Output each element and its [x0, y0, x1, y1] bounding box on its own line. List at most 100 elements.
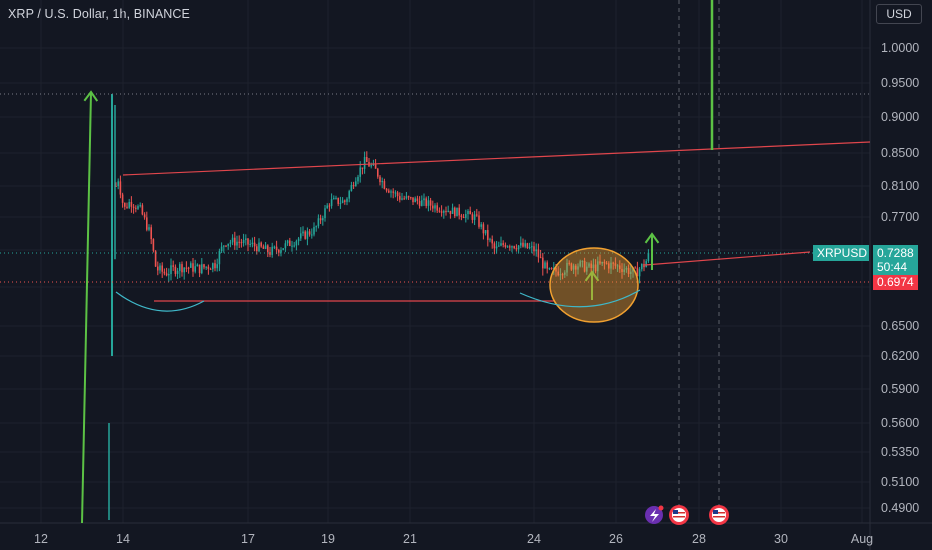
candle-body [416, 198, 419, 202]
price-tick-label: 0.9000 [881, 110, 919, 124]
breakout-trendline [644, 251, 811, 266]
candle-body [344, 200, 346, 202]
currency-button[interactable]: USD [876, 4, 922, 24]
candle-body [282, 248, 284, 250]
candle-body [302, 231, 304, 234]
candle-body [473, 214, 476, 220]
candle-body [522, 242, 524, 247]
candle-body [163, 271, 166, 274]
candle-body [141, 205, 144, 215]
candle-body [297, 238, 300, 242]
candle-body [641, 263, 643, 270]
candle-body [533, 246, 535, 252]
candle-body [581, 260, 584, 262]
candle-body [172, 265, 174, 267]
candle-body [339, 202, 342, 204]
candle-body [396, 192, 399, 197]
candle-body [346, 198, 348, 202]
long-up-arrow-head [83, 90, 99, 102]
candle-body [480, 224, 482, 227]
candle-body [119, 181, 122, 195]
candle-body [260, 242, 262, 247]
candle-body [412, 197, 414, 203]
candle-body [128, 201, 130, 208]
flag-canton [713, 510, 718, 514]
candle-body [337, 197, 339, 204]
candle-body [330, 199, 333, 206]
candle-body [352, 185, 355, 187]
candle-body [539, 257, 542, 259]
candle-body [630, 271, 632, 275]
candle-body [295, 241, 298, 246]
candle-body [286, 240, 289, 244]
candle-body [137, 206, 139, 209]
candle-body [614, 263, 617, 266]
candle-body [269, 252, 271, 255]
candle-body [170, 265, 172, 275]
candle-body [161, 265, 163, 272]
candle-body [247, 238, 249, 245]
candle-body [528, 247, 531, 249]
lightning-glyph [650, 509, 659, 522]
candle-body [467, 211, 469, 215]
candle-body [509, 246, 511, 248]
candle-body [621, 268, 623, 272]
candle-body [196, 264, 199, 267]
candle-body [280, 249, 282, 253]
candle-body [401, 198, 403, 200]
price-tick-label: 0.8500 [881, 146, 919, 160]
candle-body [256, 246, 258, 252]
candle-body [636, 267, 639, 277]
candle-body [427, 200, 430, 206]
candle-body [489, 239, 491, 241]
candle-body [603, 261, 606, 264]
candle-body [579, 261, 581, 267]
time-tick-label: Aug [851, 532, 873, 546]
breakout-arrow-head [644, 232, 660, 244]
candle-body [157, 266, 159, 271]
candle-body [436, 205, 438, 211]
candle-body [438, 210, 441, 212]
upper-trendline [122, 141, 871, 176]
candle-body [363, 157, 366, 169]
candle-body [126, 206, 128, 208]
candle-body [240, 242, 243, 244]
time-tick-label: 12 [34, 532, 48, 546]
candle-body [548, 268, 551, 270]
candle-body [500, 243, 502, 246]
candle-body [267, 245, 269, 253]
candle-body [399, 196, 401, 200]
candle-body [258, 242, 260, 252]
candle-body [623, 269, 625, 272]
candle-body [271, 246, 273, 255]
candle-body [627, 268, 630, 275]
candle-body [555, 267, 557, 272]
cup-curve-right [519, 289, 641, 308]
candle-body [449, 210, 452, 214]
candle-body [115, 186, 117, 187]
candle-body [143, 214, 146, 218]
candle-body [434, 205, 436, 209]
candle-body [379, 176, 381, 183]
candle-body [289, 240, 291, 246]
candle-body [429, 200, 432, 206]
candle-body [610, 262, 612, 269]
candle-body [586, 266, 588, 272]
time-tick-label: 19 [321, 532, 335, 546]
candle-body [229, 242, 232, 244]
candle-body [223, 245, 225, 247]
candle-body [124, 202, 126, 207]
price-tick-label: 0.5100 [881, 475, 919, 489]
candle-body [315, 226, 317, 228]
candle-body [546, 262, 548, 269]
candle-body [388, 190, 390, 193]
price-tick-label: 0.5900 [881, 382, 919, 396]
candle-body [445, 211, 447, 213]
candle-body [537, 249, 540, 258]
candle-body [311, 234, 313, 236]
candle-body [361, 167, 364, 169]
candle-body [348, 191, 350, 199]
candle-body [559, 274, 562, 276]
candle-body [594, 264, 597, 272]
